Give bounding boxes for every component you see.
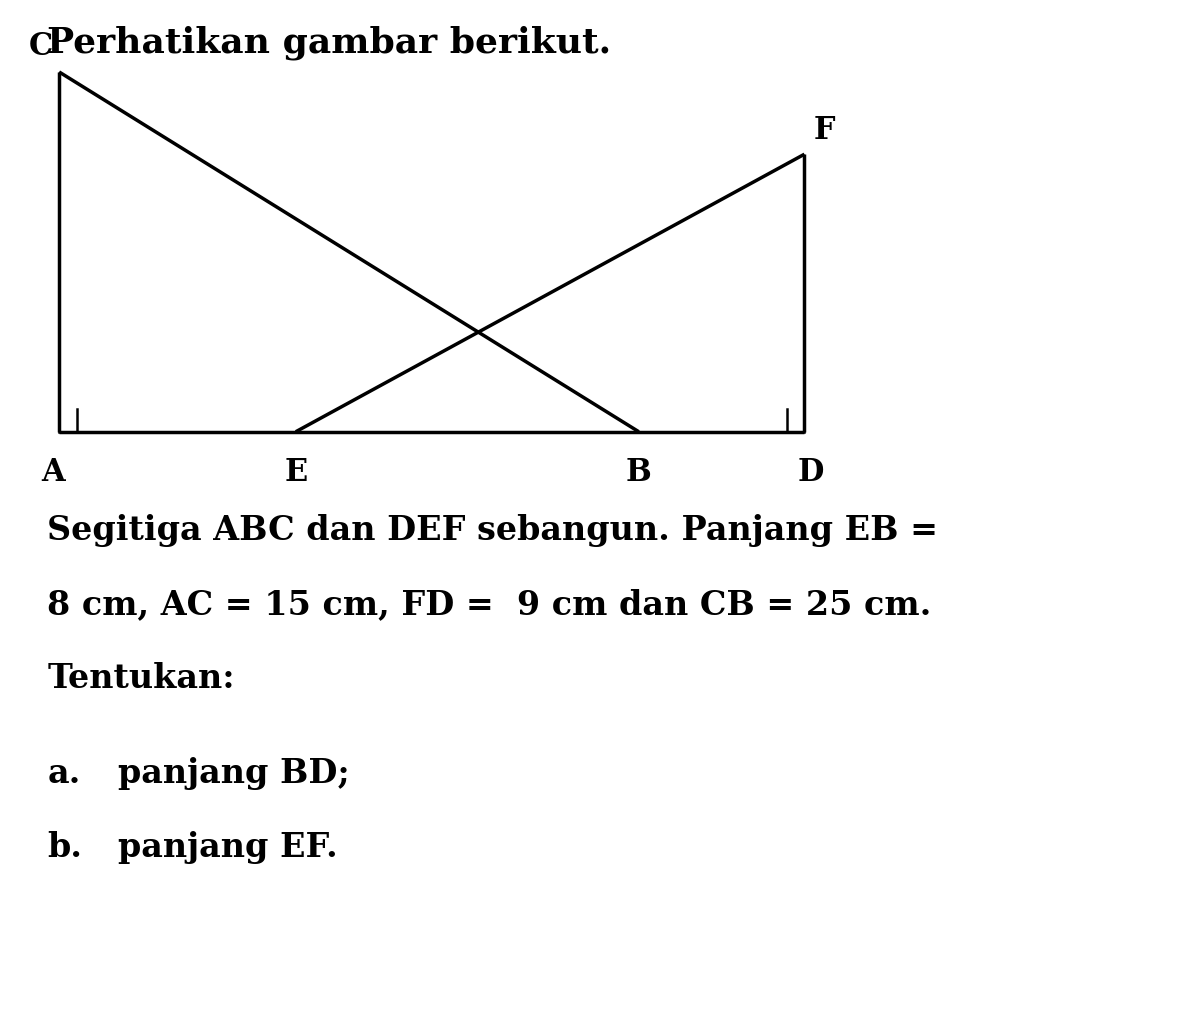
Text: D: D bbox=[797, 457, 823, 488]
Text: a.: a. bbox=[47, 757, 80, 790]
Text: Segitiga ABC dan DEF sebangun. Panjang EB =: Segitiga ABC dan DEF sebangun. Panjang E… bbox=[47, 514, 938, 547]
Text: A: A bbox=[41, 457, 65, 488]
Text: Tentukan:: Tentukan: bbox=[47, 662, 235, 695]
Text: F: F bbox=[814, 115, 835, 146]
Text: b.: b. bbox=[47, 831, 83, 864]
Text: B: B bbox=[626, 457, 652, 488]
Text: C: C bbox=[30, 31, 53, 62]
Text: panjang EF.: panjang EF. bbox=[118, 831, 338, 864]
Text: Perhatikan gambar berikut.: Perhatikan gambar berikut. bbox=[47, 26, 612, 61]
Text: 8 cm, AC = 15 cm, FD =  9 cm dan CB = 25 cm.: 8 cm, AC = 15 cm, FD = 9 cm dan CB = 25 … bbox=[47, 588, 932, 621]
Text: panjang BD;: panjang BD; bbox=[118, 757, 350, 790]
Text: E: E bbox=[284, 457, 308, 488]
